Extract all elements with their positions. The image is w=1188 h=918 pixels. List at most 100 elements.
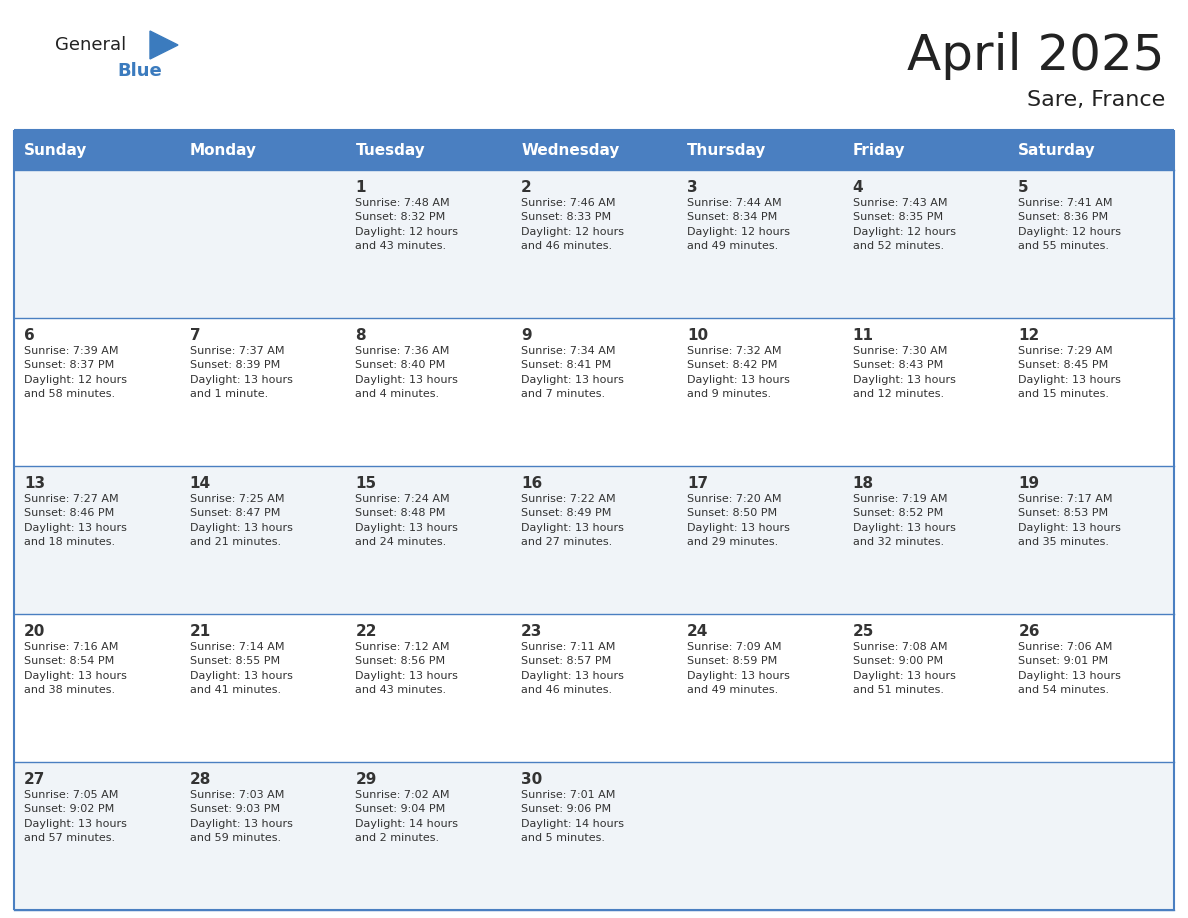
Text: Sunrise: 7:20 AM
Sunset: 8:50 PM
Daylight: 13 hours
and 29 minutes.: Sunrise: 7:20 AM Sunset: 8:50 PM Dayligh…: [687, 494, 790, 547]
Text: Sunrise: 7:02 AM
Sunset: 9:04 PM
Daylight: 14 hours
and 2 minutes.: Sunrise: 7:02 AM Sunset: 9:04 PM Dayligh…: [355, 790, 459, 844]
Text: 30: 30: [522, 772, 543, 787]
Text: 13: 13: [24, 476, 45, 491]
Text: Sunday: Sunday: [24, 142, 88, 158]
Text: 28: 28: [190, 772, 211, 787]
Text: 19: 19: [1018, 476, 1040, 491]
Text: 26: 26: [1018, 624, 1040, 639]
Text: Sunrise: 7:08 AM
Sunset: 9:00 PM
Daylight: 13 hours
and 51 minutes.: Sunrise: 7:08 AM Sunset: 9:00 PM Dayligh…: [853, 642, 955, 695]
Text: Sunrise: 7:12 AM
Sunset: 8:56 PM
Daylight: 13 hours
and 43 minutes.: Sunrise: 7:12 AM Sunset: 8:56 PM Dayligh…: [355, 642, 459, 695]
Text: 17: 17: [687, 476, 708, 491]
Bar: [179, 762, 346, 910]
Text: 27: 27: [24, 772, 45, 787]
Text: 22: 22: [355, 624, 377, 639]
Text: 2: 2: [522, 180, 532, 195]
Text: 24: 24: [687, 624, 708, 639]
Text: Sunrise: 7:34 AM
Sunset: 8:41 PM
Daylight: 13 hours
and 7 minutes.: Sunrise: 7:34 AM Sunset: 8:41 PM Dayligh…: [522, 346, 624, 399]
Bar: [179, 130, 346, 170]
Text: Sunrise: 7:01 AM
Sunset: 9:06 PM
Daylight: 14 hours
and 5 minutes.: Sunrise: 7:01 AM Sunset: 9:06 PM Dayligh…: [522, 790, 624, 844]
Text: 18: 18: [853, 476, 873, 491]
Text: General: General: [55, 36, 126, 54]
Text: 3: 3: [687, 180, 697, 195]
Bar: [346, 614, 511, 762]
Text: 7: 7: [190, 328, 201, 343]
Text: Sunrise: 7:39 AM
Sunset: 8:37 PM
Daylight: 12 hours
and 58 minutes.: Sunrise: 7:39 AM Sunset: 8:37 PM Dayligh…: [24, 346, 127, 399]
Bar: [677, 318, 842, 466]
Bar: [842, 318, 1009, 466]
Text: Sunrise: 7:32 AM
Sunset: 8:42 PM
Daylight: 13 hours
and 9 minutes.: Sunrise: 7:32 AM Sunset: 8:42 PM Dayligh…: [687, 346, 790, 399]
Bar: [511, 614, 677, 762]
Text: Sunrise: 7:37 AM
Sunset: 8:39 PM
Daylight: 13 hours
and 1 minute.: Sunrise: 7:37 AM Sunset: 8:39 PM Dayligh…: [190, 346, 292, 399]
Text: Sunrise: 7:43 AM
Sunset: 8:35 PM
Daylight: 12 hours
and 52 minutes.: Sunrise: 7:43 AM Sunset: 8:35 PM Dayligh…: [853, 198, 955, 252]
Bar: [179, 170, 346, 318]
Text: Wednesday: Wednesday: [522, 142, 619, 158]
Text: Sunrise: 7:16 AM
Sunset: 8:54 PM
Daylight: 13 hours
and 38 minutes.: Sunrise: 7:16 AM Sunset: 8:54 PM Dayligh…: [24, 642, 127, 695]
Text: Sunrise: 7:30 AM
Sunset: 8:43 PM
Daylight: 13 hours
and 12 minutes.: Sunrise: 7:30 AM Sunset: 8:43 PM Dayligh…: [853, 346, 955, 399]
Bar: [179, 318, 346, 466]
Text: 15: 15: [355, 476, 377, 491]
Text: 1: 1: [355, 180, 366, 195]
Text: Sare, France: Sare, France: [1026, 90, 1165, 110]
Text: Thursday: Thursday: [687, 142, 766, 158]
Bar: [842, 466, 1009, 614]
Bar: [1009, 170, 1174, 318]
Bar: [1009, 318, 1174, 466]
Text: Sunrise: 7:29 AM
Sunset: 8:45 PM
Daylight: 13 hours
and 15 minutes.: Sunrise: 7:29 AM Sunset: 8:45 PM Dayligh…: [1018, 346, 1121, 399]
Bar: [842, 762, 1009, 910]
Bar: [14, 466, 179, 614]
Polygon shape: [150, 31, 178, 59]
Text: Sunrise: 7:46 AM
Sunset: 8:33 PM
Daylight: 12 hours
and 46 minutes.: Sunrise: 7:46 AM Sunset: 8:33 PM Dayligh…: [522, 198, 624, 252]
Text: 14: 14: [190, 476, 210, 491]
Text: 5: 5: [1018, 180, 1029, 195]
Text: Blue: Blue: [116, 62, 162, 80]
Bar: [179, 466, 346, 614]
Text: 29: 29: [355, 772, 377, 787]
Bar: [511, 466, 677, 614]
Bar: [14, 130, 179, 170]
Bar: [677, 130, 842, 170]
Bar: [511, 762, 677, 910]
Text: Sunrise: 7:05 AM
Sunset: 9:02 PM
Daylight: 13 hours
and 57 minutes.: Sunrise: 7:05 AM Sunset: 9:02 PM Dayligh…: [24, 790, 127, 844]
Text: Sunrise: 7:11 AM
Sunset: 8:57 PM
Daylight: 13 hours
and 46 minutes.: Sunrise: 7:11 AM Sunset: 8:57 PM Dayligh…: [522, 642, 624, 695]
Text: 9: 9: [522, 328, 532, 343]
Text: Sunrise: 7:09 AM
Sunset: 8:59 PM
Daylight: 13 hours
and 49 minutes.: Sunrise: 7:09 AM Sunset: 8:59 PM Dayligh…: [687, 642, 790, 695]
Text: 25: 25: [853, 624, 874, 639]
Text: 12: 12: [1018, 328, 1040, 343]
Text: Saturday: Saturday: [1018, 142, 1097, 158]
Bar: [179, 614, 346, 762]
Text: Sunrise: 7:27 AM
Sunset: 8:46 PM
Daylight: 13 hours
and 18 minutes.: Sunrise: 7:27 AM Sunset: 8:46 PM Dayligh…: [24, 494, 127, 547]
Text: Sunrise: 7:14 AM
Sunset: 8:55 PM
Daylight: 13 hours
and 41 minutes.: Sunrise: 7:14 AM Sunset: 8:55 PM Dayligh…: [190, 642, 292, 695]
Text: 4: 4: [853, 180, 864, 195]
Text: Sunrise: 7:24 AM
Sunset: 8:48 PM
Daylight: 13 hours
and 24 minutes.: Sunrise: 7:24 AM Sunset: 8:48 PM Dayligh…: [355, 494, 459, 547]
Bar: [14, 318, 179, 466]
Text: Sunrise: 7:17 AM
Sunset: 8:53 PM
Daylight: 13 hours
and 35 minutes.: Sunrise: 7:17 AM Sunset: 8:53 PM Dayligh…: [1018, 494, 1121, 547]
Bar: [842, 130, 1009, 170]
Bar: [511, 170, 677, 318]
Bar: [14, 614, 179, 762]
Bar: [1009, 130, 1174, 170]
Bar: [346, 318, 511, 466]
Text: Sunrise: 7:44 AM
Sunset: 8:34 PM
Daylight: 12 hours
and 49 minutes.: Sunrise: 7:44 AM Sunset: 8:34 PM Dayligh…: [687, 198, 790, 252]
Text: Sunrise: 7:36 AM
Sunset: 8:40 PM
Daylight: 13 hours
and 4 minutes.: Sunrise: 7:36 AM Sunset: 8:40 PM Dayligh…: [355, 346, 459, 399]
Bar: [511, 130, 677, 170]
Text: 8: 8: [355, 328, 366, 343]
Text: Sunrise: 7:25 AM
Sunset: 8:47 PM
Daylight: 13 hours
and 21 minutes.: Sunrise: 7:25 AM Sunset: 8:47 PM Dayligh…: [190, 494, 292, 547]
Text: 23: 23: [522, 624, 543, 639]
Text: Monday: Monday: [190, 142, 257, 158]
Text: Sunrise: 7:22 AM
Sunset: 8:49 PM
Daylight: 13 hours
and 27 minutes.: Sunrise: 7:22 AM Sunset: 8:49 PM Dayligh…: [522, 494, 624, 547]
Bar: [346, 466, 511, 614]
Bar: [346, 130, 511, 170]
Bar: [511, 318, 677, 466]
Text: Friday: Friday: [853, 142, 905, 158]
Text: April 2025: April 2025: [908, 32, 1165, 80]
Bar: [1009, 762, 1174, 910]
Bar: [1009, 614, 1174, 762]
Text: 10: 10: [687, 328, 708, 343]
Bar: [677, 762, 842, 910]
Text: Sunrise: 7:41 AM
Sunset: 8:36 PM
Daylight: 12 hours
and 55 minutes.: Sunrise: 7:41 AM Sunset: 8:36 PM Dayligh…: [1018, 198, 1121, 252]
Text: 11: 11: [853, 328, 873, 343]
Text: Sunrise: 7:03 AM
Sunset: 9:03 PM
Daylight: 13 hours
and 59 minutes.: Sunrise: 7:03 AM Sunset: 9:03 PM Dayligh…: [190, 790, 292, 844]
Bar: [346, 170, 511, 318]
Bar: [1009, 466, 1174, 614]
Text: 20: 20: [24, 624, 45, 639]
Bar: [677, 170, 842, 318]
